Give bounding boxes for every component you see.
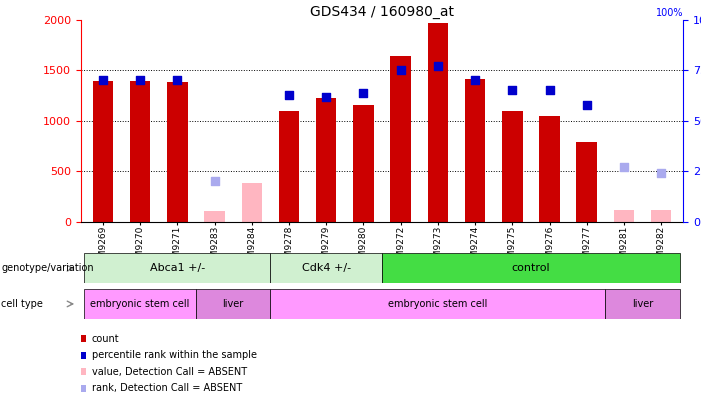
Bar <box>539 116 559 222</box>
Text: genotype/variation: genotype/variation <box>1 263 94 273</box>
Bar <box>205 211 225 222</box>
Text: Cdk4 +/-: Cdk4 +/- <box>301 263 350 273</box>
Point <box>618 164 629 170</box>
Text: 100%: 100% <box>656 8 683 18</box>
Point <box>655 170 667 177</box>
Text: count: count <box>92 333 119 344</box>
Bar <box>316 97 336 222</box>
Point <box>172 77 183 84</box>
Bar <box>167 82 188 222</box>
Point <box>135 77 146 84</box>
Text: percentile rank within the sample: percentile rank within the sample <box>92 350 257 360</box>
Bar <box>606 289 680 319</box>
Text: embryonic stem cell: embryonic stem cell <box>90 299 190 309</box>
Text: value, Detection Call = ABSENT: value, Detection Call = ABSENT <box>92 367 247 377</box>
Bar <box>353 105 374 222</box>
Text: control: control <box>512 263 550 273</box>
Bar <box>651 210 672 222</box>
Bar <box>130 81 151 222</box>
Point <box>283 91 294 98</box>
Bar <box>279 110 299 222</box>
Point <box>470 77 481 84</box>
Point <box>209 178 220 185</box>
Bar <box>84 253 271 283</box>
Bar <box>271 253 382 283</box>
Text: Abca1 +/-: Abca1 +/- <box>150 263 205 273</box>
Point <box>507 87 518 93</box>
Bar <box>465 79 485 222</box>
Text: liver: liver <box>222 299 244 309</box>
Bar <box>84 289 196 319</box>
Bar <box>382 253 680 283</box>
Bar <box>428 23 448 222</box>
Text: embryonic stem cell: embryonic stem cell <box>388 299 488 309</box>
Bar <box>576 142 597 222</box>
Point <box>433 63 444 69</box>
Title: GDS434 / 160980_at: GDS434 / 160980_at <box>310 5 454 19</box>
Bar <box>242 183 262 222</box>
Point <box>320 93 332 100</box>
Bar <box>613 210 634 222</box>
Point <box>581 101 592 108</box>
Text: liver: liver <box>632 299 653 309</box>
Text: rank, Detection Call = ABSENT: rank, Detection Call = ABSENT <box>92 383 242 394</box>
Bar <box>502 110 522 222</box>
Point <box>395 67 407 73</box>
Bar <box>390 56 411 222</box>
Point <box>97 77 109 84</box>
Text: cell type: cell type <box>1 299 43 309</box>
Bar <box>271 289 606 319</box>
Bar <box>93 82 113 222</box>
Point <box>544 87 555 93</box>
Point <box>358 89 369 96</box>
Bar <box>196 289 271 319</box>
